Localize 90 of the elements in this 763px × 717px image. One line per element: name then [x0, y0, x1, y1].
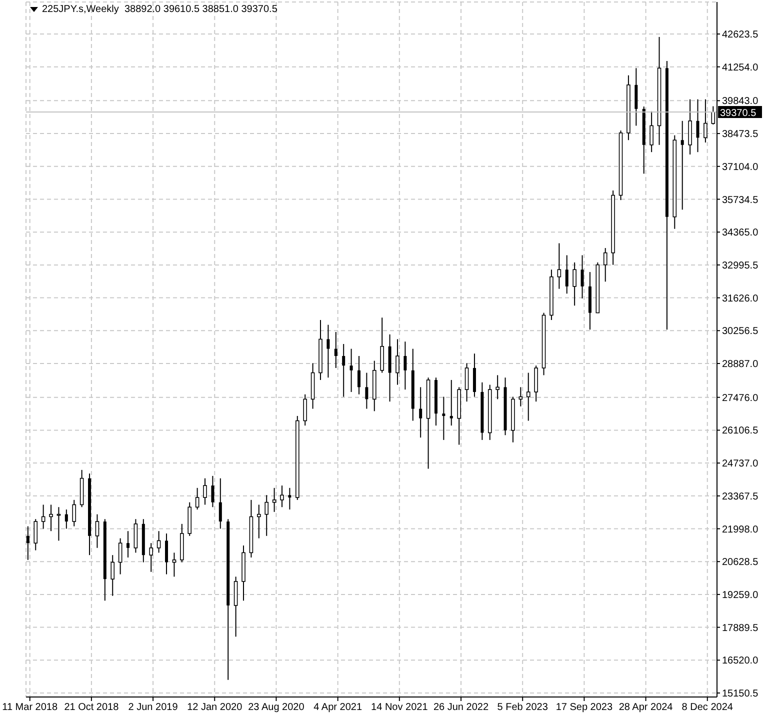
candlestick [211, 475, 214, 508]
candlestick [26, 526, 30, 560]
x-tick-label: 4 Apr 2021 [314, 702, 362, 714]
candlestick [303, 394, 307, 426]
x-tick-label: 26 Jun 2022 [433, 702, 489, 714]
y-tick-label: 28887.0 [722, 359, 759, 370]
y-tick-label: 26106.5 [722, 426, 759, 437]
candlestick [534, 365, 538, 402]
x-tick-label: 17 Sep 2023 [556, 702, 613, 714]
candlestick [118, 538, 122, 575]
x-tick-label: 11 Mar 2018 [2, 702, 58, 714]
candlestick [350, 348, 353, 392]
candlestick [450, 379, 453, 426]
chart-title: 225JPY.s,Weekly 38892.0 39610.5 38851.0 39370.5 [42, 4, 278, 15]
y-tick-label: 34365.0 [722, 228, 759, 239]
candlestick [580, 254, 584, 299]
y-tick-label: 31626.0 [722, 293, 759, 304]
candlestick [419, 386, 422, 438]
y-tick-label: 41254.0 [722, 62, 759, 74]
candlestick [218, 478, 222, 530]
y-tick-label: 24737.0 [722, 458, 759, 470]
x-tick-label: 8 Dec 2024 [682, 702, 734, 714]
candlestick [472, 353, 476, 398]
candlestick [496, 374, 500, 400]
x-tick-label: 21 Oct 2018 [64, 702, 120, 714]
y-tick-label: 32995.5 [722, 260, 759, 272]
x-tick-label: 2 Jun 2019 [128, 702, 178, 714]
candlestick [326, 324, 330, 378]
y-tick-label: 42623.5 [722, 30, 759, 41]
candlestick [264, 494, 268, 536]
candlestick [334, 332, 338, 368]
candlestick [257, 504, 261, 539]
x-tick-label: 5 Feb 2023 [497, 702, 548, 714]
candlestick [365, 372, 368, 410]
candlestick [603, 248, 608, 282]
candlestick [280, 485, 284, 508]
candlestick [288, 487, 292, 510]
x-tick-label: 28 Apr 2024 [618, 702, 674, 714]
y-tick-label: 38473.5 [722, 129, 759, 140]
candlestick [634, 68, 638, 126]
candlestick [464, 362, 469, 402]
candlestick [396, 338, 400, 386]
candlestick [272, 487, 276, 512]
candlestick [72, 499, 76, 527]
y-tick-label: 19259.0 [722, 590, 759, 601]
candlestick [357, 355, 360, 395]
candlestick [203, 478, 207, 506]
candlestick [156, 530, 161, 554]
candlestick [195, 487, 200, 510]
candlestick [518, 386, 523, 407]
candlestick [526, 372, 530, 422]
candlestick [126, 530, 130, 558]
candlestick [49, 504, 53, 532]
y-tick-label: 21998.0 [722, 524, 759, 536]
candlestick [442, 396, 446, 440]
y-tick-label: 39843.0 [722, 96, 759, 108]
candlestick [696, 98, 700, 153]
x-tick-label: 14 Nov 2021 [371, 702, 428, 714]
candlestick [565, 254, 568, 294]
candlestick [134, 518, 138, 554]
candlestick [165, 533, 168, 575]
candlestick [650, 110, 654, 153]
x-tick-label: 23 Aug 2020 [248, 702, 305, 714]
y-tick-label: 23367.5 [722, 491, 759, 502]
ref-line-label: 39370.5 [720, 108, 757, 120]
candlestick [557, 242, 562, 290]
candlestick [234, 576, 238, 638]
candlestick [34, 518, 38, 551]
candlestick [64, 509, 68, 530]
candlestick [380, 317, 384, 374]
candlestick [688, 98, 692, 155]
y-tick-label: 30256.5 [722, 326, 759, 338]
y-tick-label: 35734.5 [722, 194, 759, 206]
y-tick-label: 20628.5 [722, 557, 759, 568]
y-tick-label: 16520.0 [722, 656, 759, 667]
x-tick-label: 12 Jan 2020 [187, 702, 243, 714]
candlestick [342, 343, 346, 398]
y-tick-label: 27476.0 [722, 392, 759, 404]
candlestick [149, 542, 154, 572]
candlestick [110, 554, 115, 596]
candlestick [404, 341, 407, 390]
candlestick [680, 120, 684, 210]
candlestick [41, 504, 46, 530]
y-tick-label: 17889.5 [722, 622, 759, 634]
candlestick [572, 262, 576, 306]
candlestick [172, 552, 176, 578]
y-tick-label: 37104.0 [722, 162, 759, 173]
candlestick [704, 98, 708, 143]
y-tick-label: 15150.5 [722, 688, 759, 700]
candlestick [95, 514, 100, 548]
